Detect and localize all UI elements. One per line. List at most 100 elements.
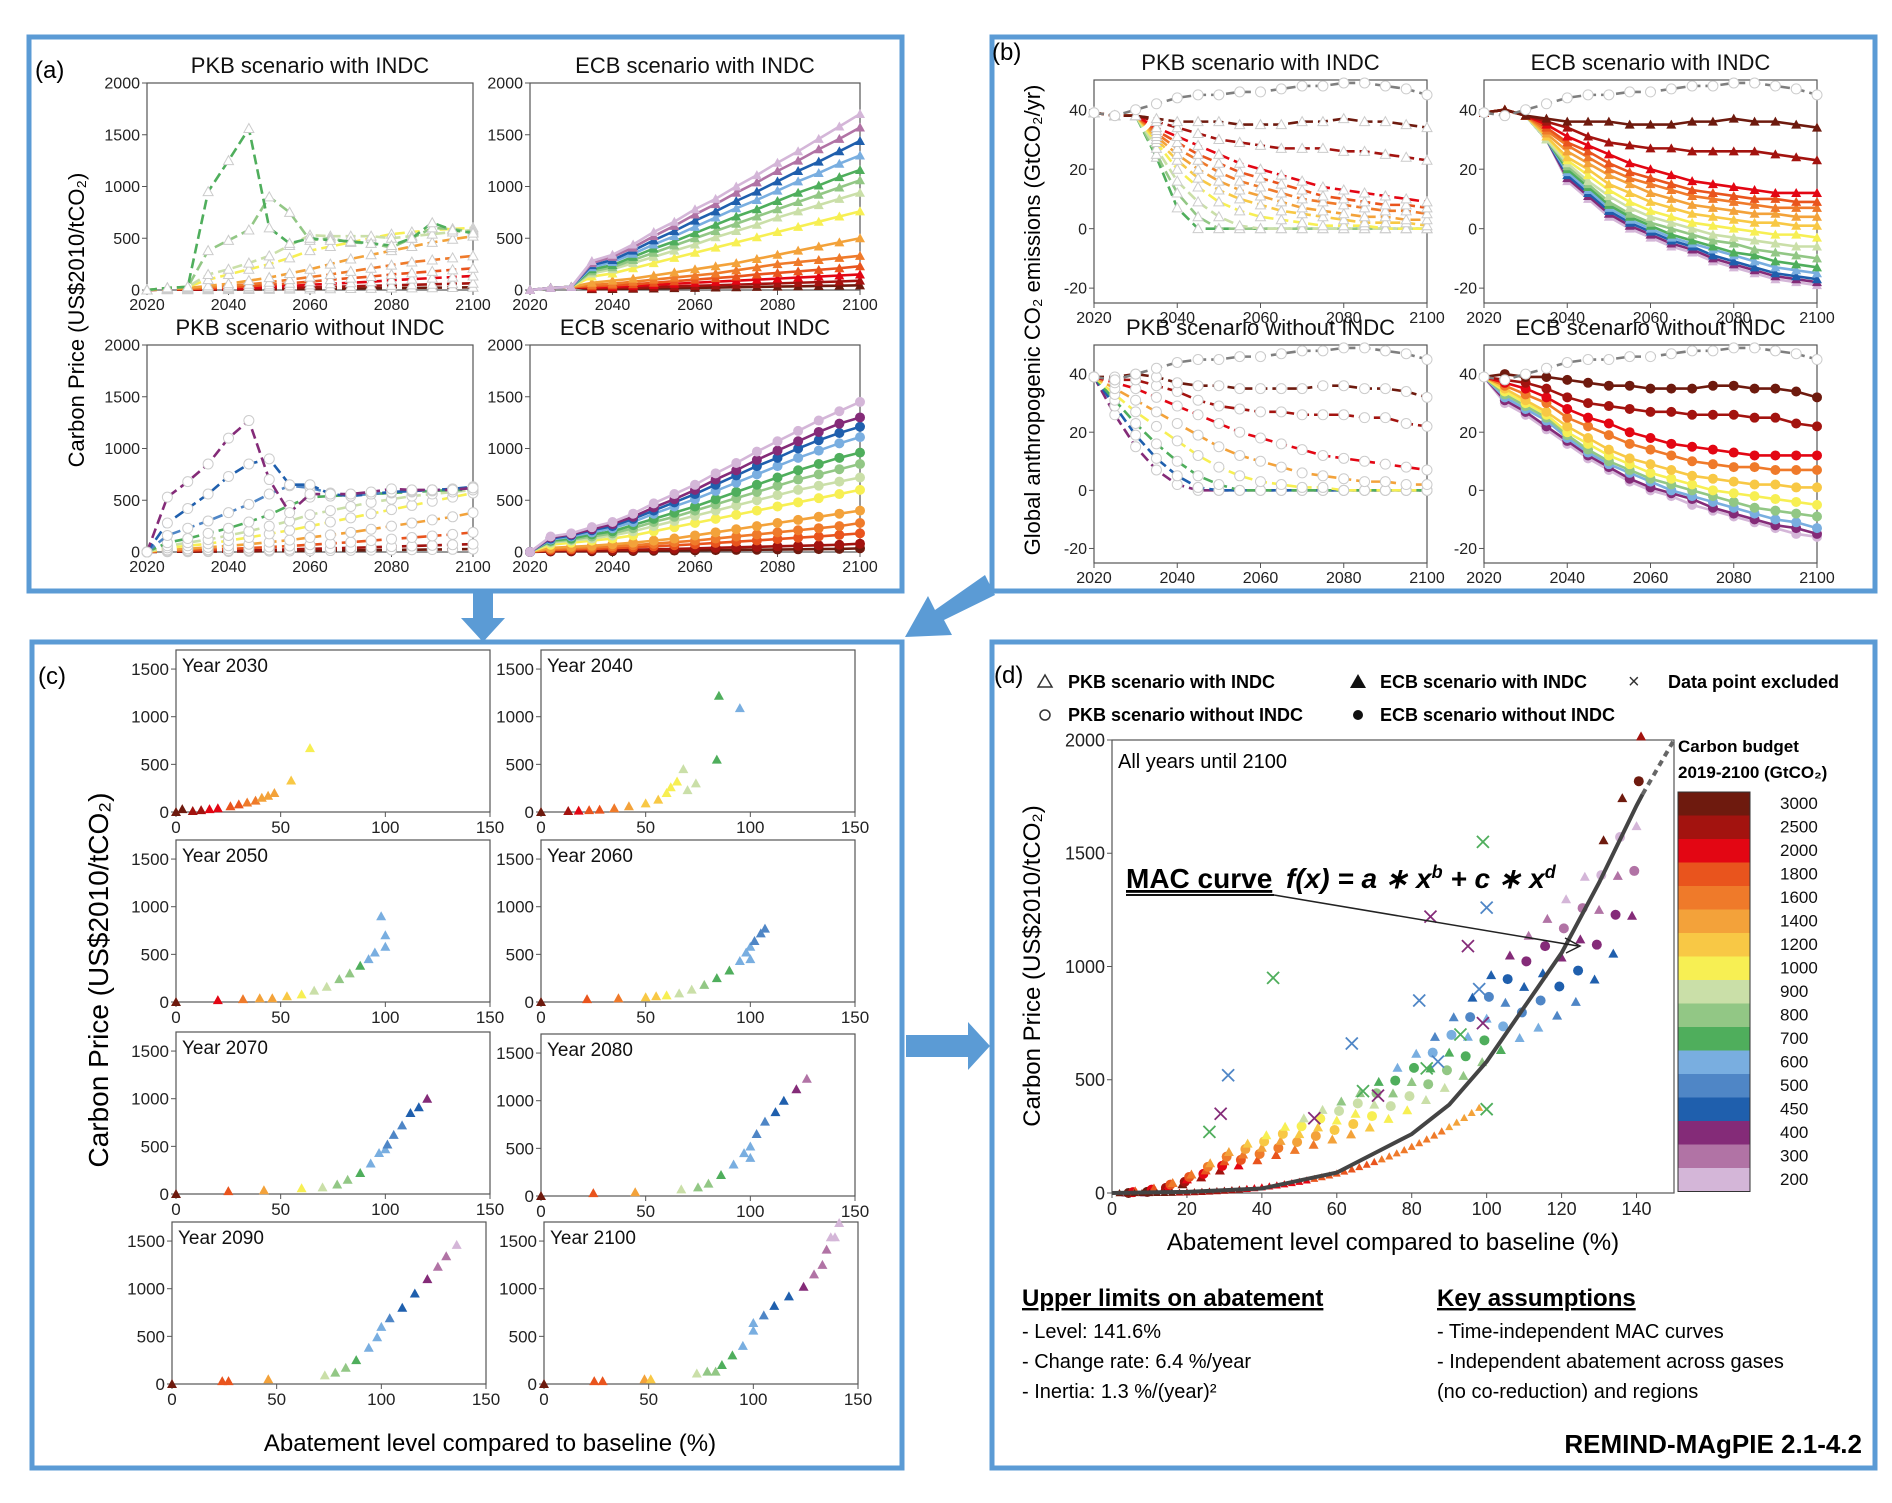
x-tick-label: 2100 (1799, 570, 1835, 587)
data-point-triangle (691, 1368, 702, 1378)
data-point-triangle (1407, 1142, 1416, 1150)
colorbar-label: 2500 (1780, 818, 1818, 837)
data-point-triangle (1749, 116, 1760, 126)
x-tick-label: 2040 (595, 297, 631, 314)
data-point-triangle (1406, 1077, 1417, 1087)
x-tick-label: 50 (271, 818, 290, 837)
data-point-circle (772, 490, 783, 501)
x-tick-label: 0 (167, 1390, 176, 1409)
series-line (1093, 111, 1427, 222)
data-point-circle (1498, 1021, 1509, 1032)
data-point-open-triangle (1337, 112, 1350, 124)
data-point-triangle (772, 204, 783, 214)
data-point-open-circle (467, 526, 479, 538)
series-line (146, 531, 474, 554)
y-tick-label: 1000 (131, 708, 169, 727)
data-point-circle (731, 500, 742, 511)
x-tick-label: 40 (1252, 1199, 1272, 1219)
data-point-triangle (1707, 241, 1718, 251)
y-tick-label: 1000 (131, 1090, 169, 1109)
data-point-triangle (1645, 119, 1656, 129)
colorbar-swatch (1678, 956, 1750, 981)
data-point-triangle (1666, 229, 1677, 239)
y-tick-label: 0 (514, 545, 523, 562)
data-point-open-circle (447, 528, 459, 540)
data-point-triangle (690, 215, 700, 225)
data-point-open-circle (1255, 476, 1266, 488)
x-tick-label: 2080 (1716, 570, 1752, 587)
data-point-triangle (397, 1120, 408, 1130)
data-point-open-circle (1359, 342, 1371, 354)
x-tick-label: 2080 (374, 559, 410, 576)
data-point-open-circle (243, 415, 255, 427)
data-point-triangle (813, 180, 824, 190)
y-tick-label: 1500 (104, 127, 140, 144)
data-point-open-circle (304, 520, 316, 532)
data-point-open-circle (1192, 354, 1204, 366)
data-point-open-triangle (263, 271, 276, 283)
data-point-triangle (1687, 229, 1698, 239)
excluded-x (1431, 1054, 1445, 1069)
data-point-triangle (710, 273, 721, 283)
data-point-circle (1749, 491, 1760, 502)
data-point-triangle (1728, 113, 1739, 123)
data-point-open-circle (365, 523, 377, 535)
data-point-triangle (1261, 1130, 1272, 1140)
data-point-triangle (1812, 220, 1822, 230)
data-point-open-triangle (1421, 219, 1433, 231)
data-point-triangle (1583, 140, 1594, 150)
data-point-triangle (212, 803, 223, 813)
data-point-open-circle (1317, 380, 1329, 392)
data-point-triangle (710, 226, 721, 236)
data-point-triangle (422, 1093, 433, 1103)
data-point-triangle (536, 997, 546, 1006)
data-point-triangle (772, 195, 783, 205)
data-point-open-triangle (1358, 145, 1371, 156)
data-point-open-circle (1150, 362, 1162, 374)
data-point-circle (813, 540, 824, 551)
data-point-triangle (1791, 196, 1802, 206)
data-point-triangle (1645, 164, 1656, 174)
data-point-circle (813, 480, 824, 491)
data-point-triangle (1707, 235, 1718, 245)
year-label: Year 2090 (178, 1228, 264, 1249)
data-point-triangle (1624, 187, 1635, 197)
data-point-open-circle (1421, 420, 1433, 432)
data-point-open-triangle (1213, 133, 1225, 144)
y-tick-label: 1000 (104, 179, 140, 196)
data-point-triangle (1645, 217, 1656, 227)
data-point-triangle (1770, 149, 1781, 159)
data-point-triangle (1770, 193, 1781, 203)
data-point-triangle (397, 1302, 408, 1312)
data-point-circle (1610, 909, 1621, 920)
data-point-open-circle (1338, 484, 1350, 496)
y-tick-label: 40 (1069, 367, 1087, 384)
legend-ecb-without: ECB scenario without INDC (1380, 705, 1615, 725)
data-point-triangle (1645, 196, 1656, 206)
data-point-open-triangle (1296, 192, 1308, 204)
data-point-circle (731, 457, 742, 468)
data-point-triangle (793, 176, 804, 186)
data-point-open-circle (1109, 110, 1121, 122)
x-tick-label: 2100 (1799, 310, 1835, 327)
data-point-circle (1770, 505, 1781, 516)
data-point-open-triangle (263, 221, 276, 233)
data-point-circle (1812, 511, 1822, 522)
data-point-open-circle (1379, 80, 1391, 92)
colorbar-swatch (1678, 1097, 1750, 1122)
data-point-triangle (793, 155, 804, 165)
data-point-circle (751, 521, 762, 532)
data-point-triangle (1728, 247, 1739, 257)
data-point-open-triangle (1296, 175, 1308, 186)
data-point-triangle (645, 1374, 656, 1384)
data-point-triangle (731, 187, 742, 197)
data-point-open-circle (1317, 481, 1329, 493)
data-point-open-circle (1088, 371, 1100, 383)
data-point-triangle (1791, 229, 1802, 239)
plots: 2020 2040 2060 2080 21000500100015002000PKB … (104, 50, 1834, 1409)
data-point-open-circle (1275, 83, 1287, 95)
axes-frame (540, 649, 856, 813)
data-point-open-circle (406, 484, 418, 496)
data-point-triangle (351, 1355, 362, 1365)
data-point-triangle (171, 1189, 181, 1198)
